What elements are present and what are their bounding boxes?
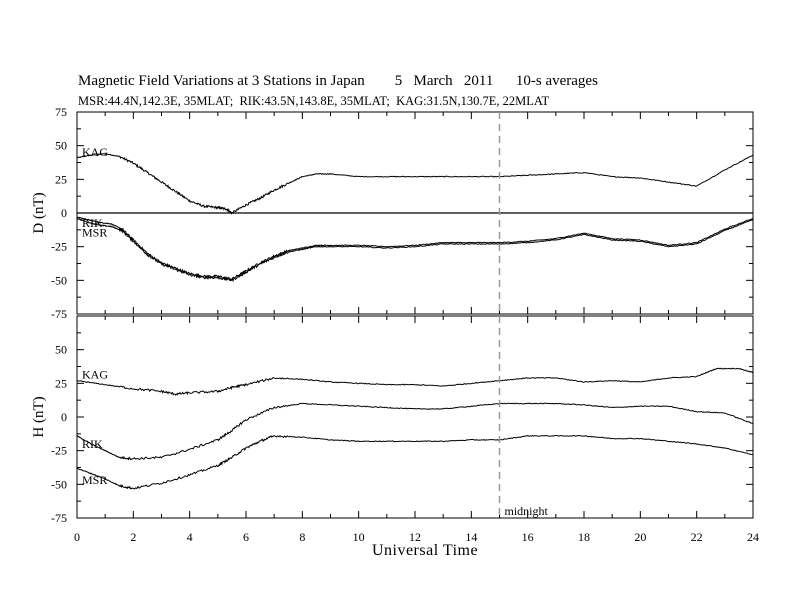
y-tick-label: 25 bbox=[55, 376, 67, 390]
y-tick-label: 50 bbox=[55, 139, 67, 153]
series-label-kag: KAG bbox=[82, 368, 108, 382]
x-tick-label: 10 bbox=[353, 530, 365, 544]
y-tick-label: -50 bbox=[51, 273, 67, 287]
y-tick-label: 0 bbox=[61, 410, 67, 424]
x-tick-label: 6 bbox=[243, 530, 249, 544]
x-tick-label: 16 bbox=[522, 530, 534, 544]
y-tick-label: 0 bbox=[61, 206, 67, 220]
series-label-msr: MSR bbox=[82, 225, 107, 239]
x-tick-label: 12 bbox=[409, 530, 421, 544]
series-line-rik-panel-2 bbox=[76, 402, 754, 461]
y-axis-label: D (nT) bbox=[31, 192, 47, 233]
series-line-msr-panel-1 bbox=[76, 217, 754, 283]
y-tick-label: -25 bbox=[51, 240, 67, 254]
x-tick-label: 8 bbox=[299, 530, 305, 544]
series-line-msr-panel-2 bbox=[76, 434, 754, 490]
y-axis-label: H (nT) bbox=[31, 396, 47, 437]
series-label-rik: RIK bbox=[82, 437, 103, 451]
x-tick-label: 22 bbox=[691, 530, 703, 544]
x-tick-label: 14 bbox=[465, 530, 477, 544]
series-label-kag: KAG bbox=[82, 145, 108, 159]
y-tick-label: -25 bbox=[51, 444, 67, 458]
series-line-kag-panel-1 bbox=[76, 153, 754, 216]
x-tick-label: 2 bbox=[130, 530, 136, 544]
y-tick-label: -75 bbox=[51, 307, 67, 321]
chart-title: Magnetic Field Variations at 3 Stations … bbox=[78, 73, 598, 89]
panel-2-frame bbox=[76, 315, 754, 519]
y-tick-label: 75 bbox=[55, 105, 67, 119]
x-tick-label: 24 bbox=[747, 530, 759, 544]
x-tick-label: 20 bbox=[634, 530, 646, 544]
chart-subtitle: MSR:44.4N,142.3E, 35MLAT; RIK:43.5N,143.… bbox=[78, 94, 550, 108]
x-axis-label: Universal Time bbox=[371, 542, 479, 559]
y-tick-label: 50 bbox=[55, 343, 67, 357]
y-tick-label: -75 bbox=[51, 511, 67, 525]
y-tick-label: -50 bbox=[51, 477, 67, 491]
x-tick-label: 4 bbox=[187, 530, 193, 544]
x-tick-label: 18 bbox=[578, 530, 590, 544]
y-tick-label: 25 bbox=[55, 172, 67, 186]
series-label-msr: MSR bbox=[82, 473, 107, 487]
midnight-label: midnight bbox=[505, 504, 549, 518]
x-tick-label: 0 bbox=[74, 530, 80, 544]
series-line-kag-panel-2 bbox=[76, 367, 753, 396]
